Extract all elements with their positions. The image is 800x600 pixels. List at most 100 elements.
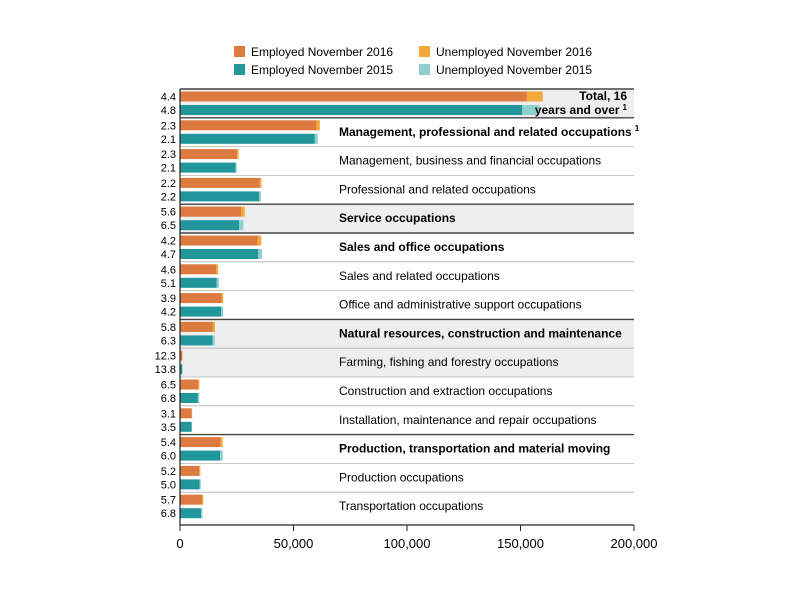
rate-label-2015: 2.1 [161,134,176,146]
bar-unemployed-2016 [199,465,201,476]
category-label: Sales and related occupations [339,269,500,283]
row-shading [180,348,634,377]
bar-employed-2016 [180,149,238,160]
rate-label-2015: 6.3 [161,335,176,347]
bar-unemployed-2015 [220,450,223,461]
rate-label-2015: 6.0 [161,451,176,463]
rate-label-2015: 4.8 [161,105,176,117]
rate-label-2015: 6.5 [161,220,176,232]
rate-label-2015: 13.8 [155,364,176,376]
rate-label-2015: 2.2 [161,191,176,203]
bar-employed-2015 [180,479,200,490]
bar-employed-2015 [180,306,222,317]
bar-unemployed-2015 [258,249,262,259]
bar-unemployed-2016 [198,379,200,390]
bar-unemployed-2015 [239,220,244,231]
rate-label-2015: 2.1 [161,163,176,175]
bar-employed-2016 [180,91,527,102]
bar-employed-2015 [180,249,259,259]
bar-unemployed-2016 [216,264,219,275]
rate-label-2016: 5.2 [161,466,176,478]
rate-label-2016: 3.1 [161,408,176,420]
bar-employed-2016 [180,465,200,476]
bar-unemployed-2016 [220,437,223,448]
bar-employed-2015 [180,335,213,346]
bar-employed-2015 [180,393,198,403]
footnote-marker: 1 [635,124,640,133]
bar-employed-2016 [180,321,213,332]
bar-employed-2016 [180,177,260,188]
bar-unemployed-2016 [257,235,262,246]
x-tick-label: 100,000 [384,536,431,551]
category-label: Management, business and financial occup… [339,154,601,168]
rate-label-2015: 5.1 [161,278,176,290]
category-label: Construction and extraction occupations [339,384,552,398]
x-tick-label: 150,000 [497,536,544,551]
bar-unemployed-2016 [316,120,320,131]
bar-unemployed-2016 [237,149,239,160]
bar-employed-2016 [180,206,242,217]
rate-label-2016: 2.3 [161,149,176,161]
rate-label-2016: 4.4 [161,92,176,104]
rate-label-2016: 2.3 [161,120,176,132]
bar-employed-2015 [180,364,183,375]
bar-employed-2015 [180,508,202,519]
rate-label-2016: 5.4 [161,437,176,449]
footnote-marker: 1 [623,103,628,112]
rate-label-2015: 5.0 [161,479,176,491]
bar-employed-2016 [180,437,221,448]
bar-employed-2015 [180,220,240,231]
rate-label-2016: 6.5 [161,380,176,392]
category-label: Natural resources, construction and main… [339,326,622,340]
legend-label-unemp2016: Unemployed November 2016 [436,45,592,59]
category-label: Production occupations [339,470,464,484]
bar-employed-2016 [180,408,192,419]
rate-label-2015: 4.7 [161,249,176,261]
bar-unemployed-2016 [221,293,224,304]
rate-label-2016: 2.2 [161,178,176,190]
legend-swatch-emp2015 [234,64,245,75]
bar-employed-2015 [180,162,236,173]
bar-unemployed-2016 [202,494,204,505]
bar-unemployed-2015 [221,306,224,317]
legend-label-emp2016: Employed November 2016 [251,45,393,59]
bar-unemployed-2015 [314,133,318,144]
category-label: Production, transportation and material … [339,442,610,456]
category-label: Professional and related occupations [339,182,536,196]
rate-label-2016: 4.6 [161,264,176,276]
legend-label-emp2015: Employed November 2015 [251,63,393,77]
rate-label-2015: 6.8 [161,508,176,520]
bar-unemployed-2016 [241,206,245,217]
category-label: Transportation occupations [339,499,483,513]
bar-employed-2015 [180,105,523,115]
bar-unemployed-2016 [259,177,262,188]
rate-label-2015: 6.8 [161,393,176,405]
legend-swatch-emp2016 [234,46,245,57]
row-shading [180,204,634,233]
rate-label-2016: 12.3 [155,351,176,363]
rate-label-2016: 5.7 [161,495,176,507]
bar-employed-2016 [180,494,203,505]
bar-employed-2015 [180,277,217,288]
rate-label-2016: 4.2 [161,236,176,248]
bar-employed-2016 [180,235,258,246]
bar-employed-2016 [180,293,222,304]
bar-unemployed-2015 [199,479,201,490]
rate-label-2016: 5.6 [161,207,176,219]
bar-unemployed-2015 [235,162,237,173]
legend-label-unemp2015: Unemployed November 2015 [436,63,592,77]
bar-employed-2016 [180,379,199,390]
x-tick-label: 200,000 [611,536,658,551]
x-tick-label: 50,000 [274,536,314,551]
category-label-line: Total, 16 [579,89,627,103]
x-tick-label: 0 [176,536,183,551]
bar-employed-2016 [180,264,217,275]
rate-label-2016: 5.8 [161,322,176,334]
category-label: Office and administrative support occupa… [339,298,582,312]
bar-employed-2015 [180,421,192,432]
bar-employed-2016 [180,120,317,131]
bar-unemployed-2015 [522,105,540,115]
bar-unemployed-2015 [197,393,200,403]
bar-unemployed-2015 [201,508,203,519]
